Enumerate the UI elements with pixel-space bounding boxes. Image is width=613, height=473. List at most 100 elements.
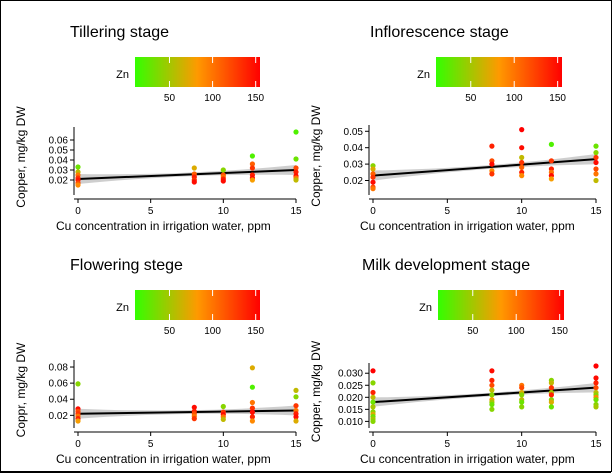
y-tick-label: 0.04	[344, 143, 364, 154]
x-axis-label: Cu concentration in irrigation water, pp…	[360, 452, 575, 466]
data-point	[191, 416, 197, 422]
data-point	[489, 387, 495, 393]
data-point	[593, 159, 599, 166]
data-point	[293, 177, 299, 183]
data-point	[519, 385, 525, 391]
data-point	[249, 153, 255, 159]
data-point	[489, 382, 495, 388]
data-point	[249, 365, 255, 371]
data-point	[249, 161, 255, 167]
data-point	[75, 381, 81, 387]
data-point	[489, 368, 495, 374]
regression-line	[372, 386, 597, 404]
data-point	[370, 174, 376, 180]
legend-title: Zn	[417, 69, 430, 81]
data-point	[489, 392, 495, 398]
data-point	[593, 177, 599, 184]
data-point	[249, 399, 255, 406]
chart-title: Inflorescence stage	[370, 24, 509, 41]
data-point	[519, 173, 525, 179]
data-point	[593, 154, 599, 161]
data-point	[249, 409, 255, 415]
data-point	[370, 389, 376, 396]
data-point	[548, 399, 555, 405]
x-tick-label: 5	[445, 439, 451, 450]
legend-colorbar	[436, 57, 562, 87]
data-point	[370, 399, 376, 405]
data-point	[293, 165, 299, 171]
legend-tick-label: 150	[549, 93, 566, 104]
data-point	[220, 178, 226, 184]
data-point	[370, 186, 376, 192]
data-point	[548, 404, 555, 410]
legend-tick-label: 50	[467, 326, 479, 337]
legend-tick-label: 50	[164, 326, 176, 337]
legend-tick-label: 150	[247, 326, 264, 337]
legend-title: Zn	[116, 302, 129, 314]
data-point	[519, 399, 525, 405]
data-point	[249, 177, 255, 183]
legend-tick-label: 100	[204, 326, 221, 337]
data-point	[191, 404, 197, 410]
data-point	[593, 171, 599, 177]
y-tick-label: 0.06	[49, 136, 69, 147]
x-tick-label: 5	[445, 206, 451, 217]
regression-line	[77, 169, 297, 180]
chart-title: Flowering stege	[70, 257, 183, 274]
x-tick-label: 10	[218, 206, 230, 217]
x-tick-label: 0	[75, 439, 81, 450]
x-tick-label: 15	[590, 206, 602, 217]
data-point	[548, 158, 555, 164]
data-point	[293, 403, 299, 409]
data-point	[370, 418, 376, 424]
x-tick-label: 0	[75, 206, 81, 217]
y-tick-label: 0.04	[49, 395, 69, 406]
data-point	[548, 392, 555, 398]
y-tick-label: 0.02	[49, 411, 69, 422]
data-point	[191, 179, 197, 185]
y-tick-label: 0.02	[49, 176, 69, 187]
regression-line	[77, 409, 297, 415]
y-tick-label: 0.020	[338, 393, 363, 404]
data-point	[593, 363, 599, 369]
data-point	[249, 384, 255, 390]
data-point	[75, 182, 81, 188]
x-axis-label: Cu concentration in irrigation water, pp…	[360, 219, 575, 233]
data-point	[370, 380, 376, 386]
data-point	[75, 164, 81, 170]
legend-title: Zn	[419, 302, 432, 314]
data-point	[191, 165, 197, 171]
data-point	[519, 159, 525, 166]
x-tick-label: 10	[218, 439, 230, 450]
data-point	[75, 418, 81, 424]
x-tick-label: 5	[148, 206, 154, 217]
y-tick-label: 0.08	[49, 363, 69, 374]
legend-title: Zn	[116, 69, 129, 81]
x-tick-label: 15	[590, 439, 602, 450]
regression-line	[372, 158, 597, 177]
data-point	[293, 156, 299, 162]
legend-tick-label: 150	[247, 93, 264, 104]
y-tick-label: 0.030	[338, 369, 363, 380]
data-point	[548, 141, 555, 147]
legend-tick-label: 100	[508, 326, 525, 337]
y-axis-label: Copper, mg/kg DW	[309, 105, 323, 207]
y-axis-label: Copper, mg/kg DW	[309, 340, 323, 442]
legend-tick-label: 50	[465, 93, 477, 104]
legend-tick-label: 50	[164, 93, 176, 104]
data-point	[370, 368, 376, 374]
legend-colorbar	[135, 57, 260, 87]
data-point	[548, 385, 555, 391]
data-point	[249, 418, 255, 424]
legend-colorbar	[438, 290, 564, 320]
x-tick-label: 10	[516, 206, 528, 217]
legend-tick-label: 150	[551, 326, 568, 337]
data-point	[220, 416, 226, 422]
data-point	[293, 394, 299, 400]
data-point	[293, 169, 299, 175]
data-point	[489, 143, 495, 149]
data-point	[370, 179, 376, 185]
